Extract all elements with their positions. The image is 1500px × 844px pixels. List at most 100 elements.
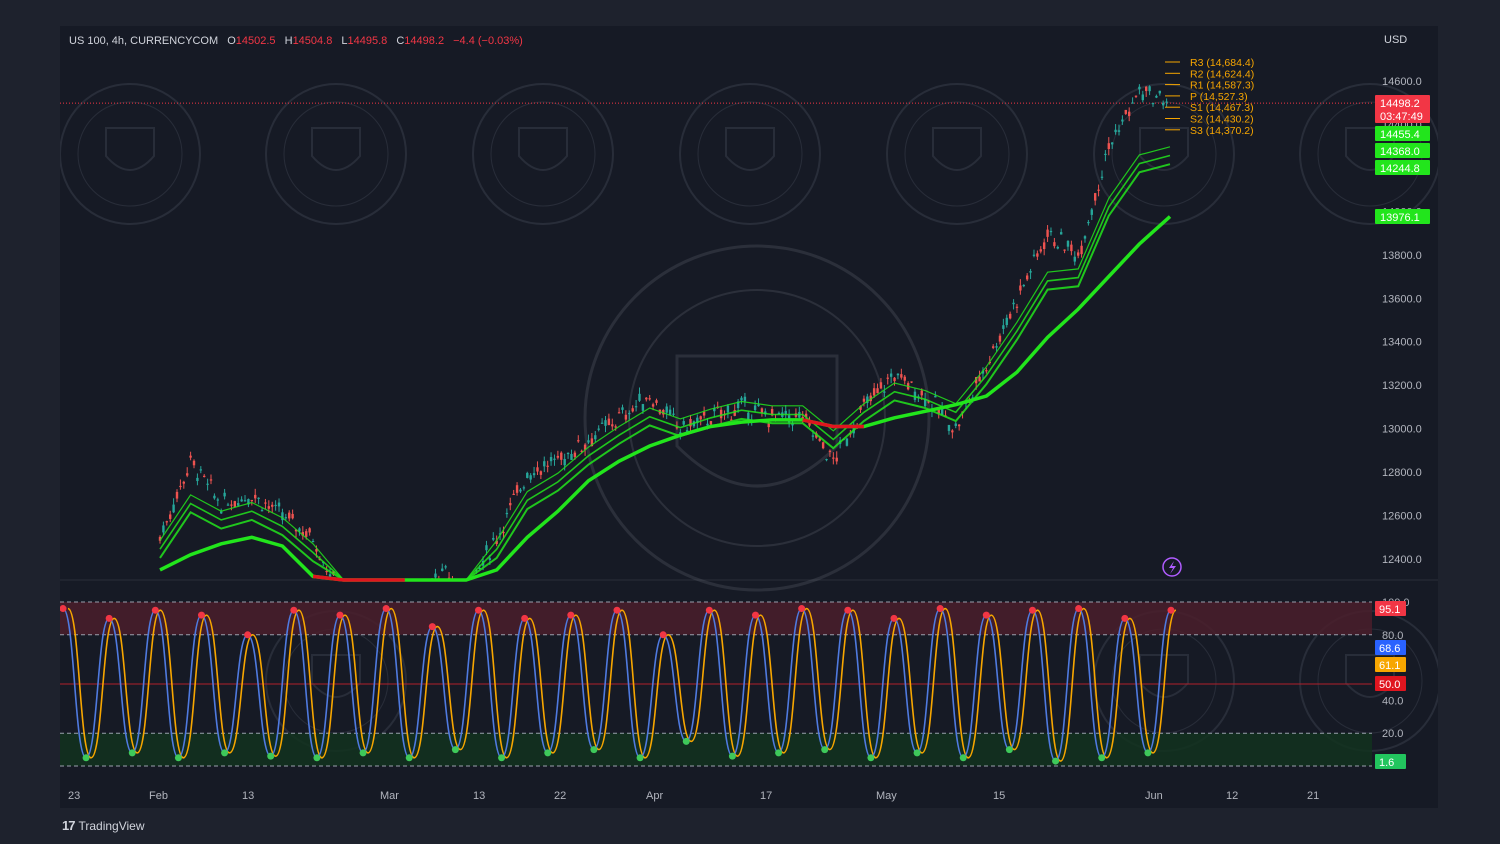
stoch-overbought-dot — [613, 606, 621, 614]
time-tick-label: 22 — [554, 790, 566, 802]
candle-body — [597, 428, 600, 430]
candle-body — [672, 413, 675, 415]
stoch-tag-value: 1.6 — [1379, 757, 1394, 769]
stoch-overbought-dot — [936, 605, 944, 613]
candle-body — [512, 493, 515, 496]
candle-body — [668, 409, 672, 415]
candle-body — [1148, 86, 1151, 92]
candle-body — [1121, 119, 1124, 122]
price-tag-value: 14368.0 — [1380, 146, 1420, 158]
arabian-business-academy-seal — [60, 83, 201, 225]
candle-body — [1076, 252, 1080, 256]
currency-label[interactable]: USD — [1384, 34, 1408, 46]
chart-canvas[interactable]: R3 (14,684.4)R2 (14,624.4)R1 (14,587.3)P… — [60, 26, 1438, 808]
candle-body — [886, 377, 889, 379]
candle-body — [617, 412, 621, 414]
candle-body — [203, 475, 206, 478]
watermark-inner-ring — [1111, 101, 1217, 207]
candle-body — [991, 346, 995, 348]
stoch-overbought-dot — [475, 606, 482, 614]
candle-body — [1053, 242, 1056, 247]
stoch-overbought-dot — [382, 605, 390, 613]
candle-body — [862, 398, 866, 402]
stoch-tag: 61.1 — [1375, 657, 1406, 672]
candle-body — [311, 540, 315, 543]
price-tag: 14455.4 — [1375, 126, 1430, 141]
symbol-name: US 100, 4h, CURRENCYCOM — [69, 35, 219, 47]
candle-body — [1056, 247, 1059, 249]
candle-body — [934, 395, 937, 398]
stoch-oversold-dot — [590, 746, 598, 754]
candle-body — [189, 455, 192, 458]
stoch-oversold-dot — [221, 749, 229, 757]
price-tag-value: 13976.1 — [1380, 212, 1420, 224]
candle-body — [730, 419, 733, 421]
candle-body — [1070, 244, 1073, 252]
candle-body — [1087, 221, 1090, 224]
candle-body — [1134, 95, 1138, 97]
candle-body — [702, 411, 706, 416]
watermark-inner-ring — [77, 101, 183, 207]
candle-body — [308, 528, 311, 533]
change-value: −4.4 (−0.03%) — [453, 35, 523, 47]
candle-body — [237, 503, 240, 506]
stoch-oversold-dot — [405, 754, 413, 762]
watermark-shield — [725, 127, 775, 171]
candle-body — [876, 388, 879, 394]
time-tick-label: Feb — [149, 790, 168, 802]
candle-body — [196, 477, 199, 482]
candle-body — [1036, 253, 1039, 257]
candle-body — [845, 438, 849, 446]
chart-frame: R3 (14,684.4) R2 (14,624.4) R1 (14,587.3) P… — [60, 26, 1438, 808]
watermark-shield — [311, 127, 361, 171]
candle-body — [563, 458, 566, 466]
price-tick-label: 12600.0 — [1382, 511, 1422, 523]
stoch-overbought-dot — [844, 606, 852, 614]
stoch-overbought-dot — [798, 605, 806, 613]
pivot-label: R1 (14,587.3) — [1190, 80, 1254, 92]
watermark-ring — [472, 83, 614, 225]
candle-body — [206, 483, 209, 485]
stoch-oversold-dot — [775, 749, 783, 757]
candle-body — [835, 457, 838, 462]
time-tick-label: 15 — [993, 790, 1005, 802]
candle-body — [549, 457, 553, 462]
candle-body — [172, 504, 175, 513]
time-tick-label: 23 — [68, 790, 80, 802]
candle-body — [594, 435, 597, 440]
candle-body — [315, 549, 318, 552]
candle-body — [169, 514, 172, 519]
candle-body — [522, 487, 526, 489]
candle-body — [488, 558, 492, 560]
watermark-ring — [1299, 83, 1438, 225]
candle-body — [889, 373, 893, 377]
candle-body — [288, 512, 291, 519]
candle-body — [328, 574, 332, 577]
candle-body — [1029, 271, 1032, 273]
candle-body — [893, 377, 896, 382]
pivot-label: P (14,527.3) — [1190, 91, 1248, 103]
candle-body — [971, 397, 974, 399]
candle-body — [872, 388, 876, 396]
stoch-oversold-dot — [174, 754, 182, 762]
price-tick-label: 13600.0 — [1382, 293, 1422, 305]
tradingview-brand[interactable]: 17 TradingView — [62, 818, 145, 833]
candle-body — [1144, 86, 1148, 91]
candle-body — [1114, 129, 1117, 133]
candle-body — [247, 499, 250, 505]
stoch-tag: 50.0 — [1375, 676, 1406, 691]
time-tick-label: 13 — [473, 790, 485, 802]
candle-body — [682, 421, 685, 425]
candle-body — [747, 412, 750, 421]
pivot-levels: R3 (14,684.4)R2 (14,624.4)R1 (14,587.3)P… — [1165, 57, 1254, 137]
candle-body — [818, 438, 821, 441]
watermark-ring — [265, 83, 407, 225]
candle-body — [274, 504, 277, 507]
candle-body — [254, 494, 257, 499]
candle-body — [1155, 95, 1158, 98]
candle-body — [624, 414, 628, 420]
candle-body — [1158, 90, 1161, 94]
watermark-shield — [1139, 127, 1189, 171]
stoch-overbought-dot — [244, 631, 252, 639]
low-value: 14495.8 — [347, 35, 388, 47]
